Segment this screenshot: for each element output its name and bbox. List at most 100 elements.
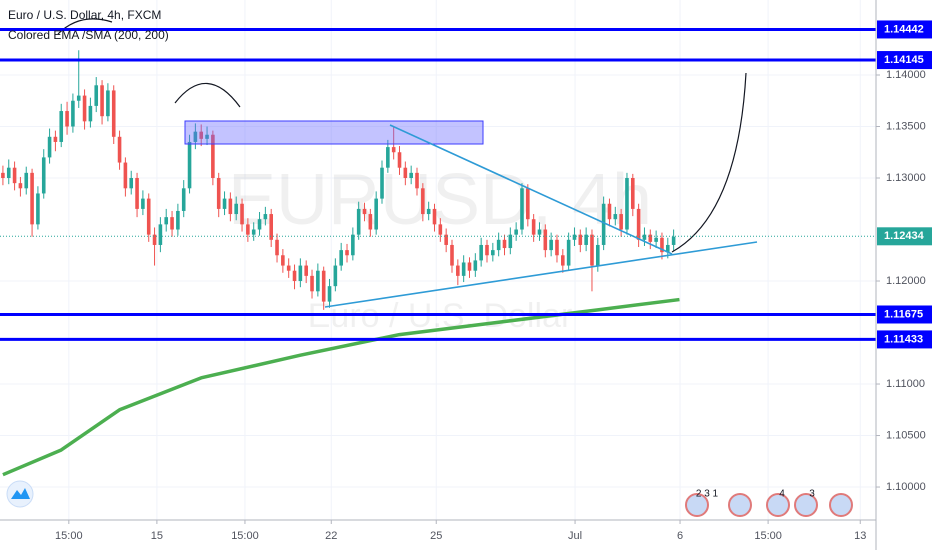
candle-body: [438, 224, 443, 235]
y-tick-label: 1.10000: [886, 481, 926, 493]
candle-body: [549, 239, 553, 251]
candle-body: [53, 136, 58, 142]
levels: [0, 27, 876, 341]
candle-body: [281, 255, 285, 266]
candle-body: [59, 111, 64, 142]
candle-body: [526, 188, 530, 220]
candle-body: [607, 203, 612, 220]
candle-body: [479, 244, 483, 261]
y-tick-label: 1.10500: [886, 429, 926, 441]
drawings: [57, 18, 758, 308]
candle-body: [520, 188, 524, 230]
last-price-label: 1.12434: [884, 230, 925, 242]
candle-body: [362, 208, 367, 215]
y-tick-label: 1.11000: [886, 378, 925, 390]
event-flag[interactable]: [794, 493, 818, 517]
candle-body: [601, 203, 606, 245]
event-flag[interactable]: [685, 493, 709, 517]
x-tick-label: 25: [430, 530, 442, 542]
curve-drawing[interactable]: [671, 72, 747, 253]
candle-body: [432, 208, 437, 225]
candle-body: [356, 208, 361, 235]
chart-title: Euro / U.S. Dollar, 4h, FXCM: [8, 8, 161, 22]
candle-body: [619, 214, 623, 230]
candle-body: [426, 208, 431, 215]
candle-body: [158, 224, 163, 245]
indicator-legend: Colored EMA /SMA (200, 200): [8, 28, 169, 42]
candle-body: [514, 229, 518, 235]
event-flag[interactable]: [829, 493, 853, 517]
candle-body: [181, 188, 186, 211]
candle-body: [566, 239, 571, 266]
candle-body: [18, 183, 23, 189]
x-tick-label: 6: [677, 530, 683, 542]
level-box: [877, 20, 932, 39]
candle-body: [391, 147, 396, 153]
candle-body: [71, 100, 75, 127]
candle-body: [572, 234, 577, 240]
x-tick-label: 22: [325, 530, 337, 542]
candle-body: [12, 167, 17, 184]
candle-body: [491, 250, 495, 256]
candle-body: [222, 198, 227, 209]
logo[interactable]: [6, 480, 34, 508]
events: 2 3 1 4 3: [685, 489, 853, 517]
event-flag[interactable]: [728, 493, 752, 517]
candle-body: [561, 255, 565, 266]
candle-body: [30, 172, 34, 225]
candles: [1, 50, 676, 310]
candle-body: [111, 90, 116, 137]
candle-body: [146, 198, 151, 235]
candle-body: [467, 262, 472, 271]
candle-body: [152, 234, 157, 245]
candle-body: [397, 152, 402, 168]
event-flag[interactable]: [766, 493, 790, 517]
candle-body: [100, 85, 104, 117]
candle-body: [292, 270, 297, 282]
y-tick-label: 1.14000: [886, 69, 926, 81]
candle-body: [555, 239, 559, 256]
candle-body: [485, 244, 489, 256]
candle-body: [228, 198, 233, 215]
candle-body: [327, 286, 332, 302]
x-tick-label: 15:00: [754, 530, 782, 542]
candle-body: [275, 239, 279, 256]
candle-body: [170, 217, 174, 230]
candle-body: [234, 203, 239, 215]
candle-body: [129, 178, 134, 189]
y-tick-label: 1.12000: [886, 275, 926, 287]
candle-body: [625, 178, 629, 230]
arc-drawing[interactable]: [174, 82, 241, 108]
candle-body: [298, 265, 303, 282]
candle-body: [24, 172, 29, 189]
trend-line[interactable]: [324, 241, 758, 308]
grid: [0, 0, 876, 520]
candle-body: [508, 234, 513, 249]
candle-body: [380, 167, 384, 199]
trend-line[interactable]: [389, 124, 673, 255]
candle-body: [403, 167, 408, 179]
candle-body: [88, 105, 93, 122]
x-tick-label: 15: [151, 530, 163, 542]
candle-body: [654, 237, 658, 242]
price-axis-bg: [876, 0, 932, 550]
candle-body: [660, 237, 664, 253]
candle-body: [630, 178, 635, 209]
candle-body: [444, 234, 448, 245]
candle-body: [211, 134, 215, 179]
candle-body: [409, 172, 413, 179]
candle-body: [671, 236, 676, 245]
zone-rectangle[interactable]: [184, 120, 484, 145]
candle-body: [584, 234, 588, 245]
candle-body: [374, 198, 378, 230]
candle-body: [496, 239, 501, 251]
candle-body: [176, 210, 180, 230]
candle-body: [613, 214, 618, 220]
candle-body: [461, 262, 466, 276]
candle-body: [351, 234, 355, 256]
candle-body: [216, 178, 221, 209]
candle-body: [199, 131, 204, 139]
candle-body: [286, 265, 291, 271]
candle-body: [141, 198, 145, 209]
